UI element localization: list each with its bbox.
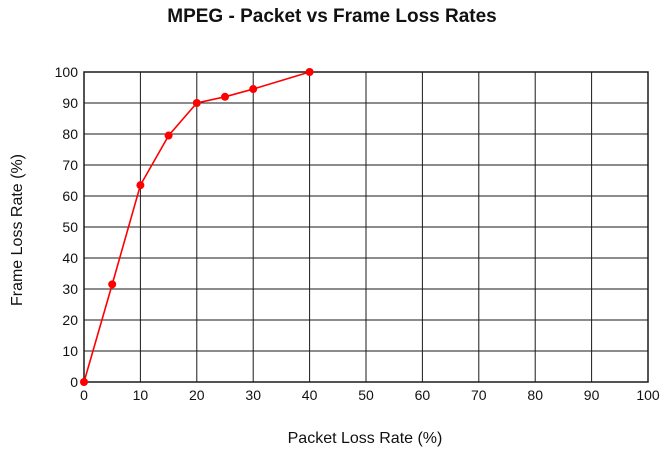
x-axis-title: Packet Loss Rate (%) [287,430,443,447]
data-point [221,92,229,101]
y-tick-label: 70 [62,157,78,173]
x-tick-label: 90 [584,387,600,403]
grid [83,71,649,383]
x-tick-label: 0 [80,387,88,403]
y-tick-label: 20 [62,312,78,328]
y-tick-label: 80 [62,126,78,142]
x-tick-label: 40 [302,387,318,403]
data-point [305,68,314,76]
data-point [192,99,201,107]
y-tick-label: 60 [62,188,78,204]
series-group [80,68,314,386]
y-tick-label: 100 [55,64,79,80]
data-point [249,85,258,94]
y-tick-label: 40 [62,250,78,266]
data-point [80,378,88,386]
chart-title: MPEG - Packet vs Frame Loss Rates [167,6,497,27]
plot-frame [83,71,649,383]
x-tick-label: 50 [358,387,374,403]
y-tick-label: 90 [62,95,78,111]
data-point [136,181,145,190]
data-point [108,280,117,289]
x-tick-label: 80 [527,387,543,403]
series-line [83,71,310,383]
tick-labels: 0 10 20 30 40 50 60 70 80 90 100 0 10 20 30 40 50 60 70 80 9… [55,64,660,403]
x-tick-label: 70 [471,387,487,403]
x-tick-label: 60 [415,387,431,403]
y-tick-label: 30 [62,281,78,297]
x-tick-label: 100 [636,387,660,403]
x-tick-label: 30 [245,387,261,403]
x-tick-label: 10 [133,387,149,403]
data-point [164,131,173,140]
y-tick-label: 10 [62,343,78,359]
x-tick-label: 20 [189,387,205,403]
y-tick-label: 50 [62,219,78,235]
y-tick-label: 0 [70,374,78,390]
